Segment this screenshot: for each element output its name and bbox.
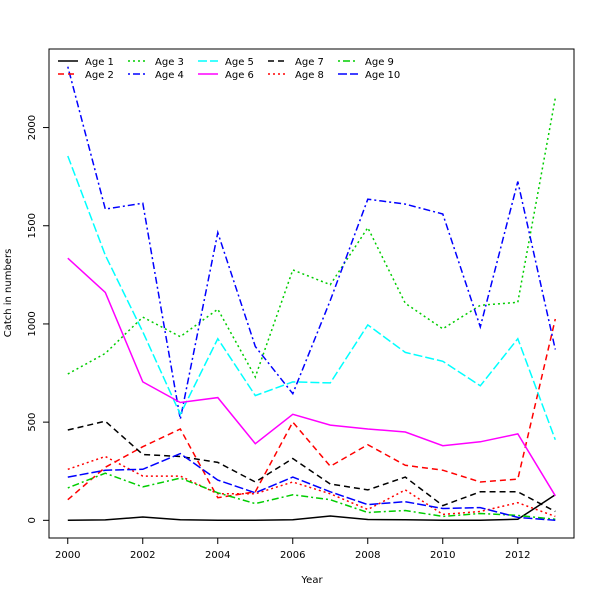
series-line [67,452,556,522]
x-tick-label: 2010 [430,550,455,561]
x-axis: 2000 2002 2004 2006 2008 2010 2012 [55,538,530,561]
x-axis-title: Year [300,575,323,586]
series-line [67,472,556,521]
legend-label: Age 8 [295,70,324,81]
y-tick-label: 0 [27,517,38,523]
series-lines [67,66,557,522]
series-line [67,66,557,420]
plot-frame [48,48,575,539]
legend-label: Age 1 [85,57,114,68]
legend-label: Age 5 [225,57,254,68]
y-tick-label: 2000 [27,115,38,140]
y-axis: 0 500 1000 1500 2000 [27,115,49,524]
x-tick-label: 2002 [130,550,155,561]
series-line [67,97,557,379]
legend-label: Age 4 [155,70,184,81]
y-tick-label: 1000 [27,311,38,336]
legend-label: Age 2 [85,70,114,81]
series-line [67,420,556,513]
series-line [67,318,557,501]
x-tick-label: 2000 [55,550,80,561]
legend-label: Age 9 [365,57,394,68]
legend-label: Age 3 [155,57,184,68]
x-tick-label: 2012 [505,550,530,561]
series-line [67,494,556,522]
legend-label: Age 6 [225,70,254,81]
x-tick-label: 2004 [205,550,230,561]
y-tick-label: 1500 [27,213,38,238]
y-axis-title: Catch in numbers [3,249,14,338]
legend: Age 1 Age 2 Age 3 Age 4 Age 5 Age 6 Age 7 Age 8… [58,57,400,81]
x-tick-label: 2006 [280,550,305,561]
legend-label: Age 10 [365,70,400,81]
legend-label: Age 7 [295,57,324,68]
series-line [67,257,556,497]
series-line [67,155,557,441]
series-line [67,455,556,518]
x-tick-label: 2008 [355,550,380,561]
y-tick-label: 500 [27,413,38,432]
